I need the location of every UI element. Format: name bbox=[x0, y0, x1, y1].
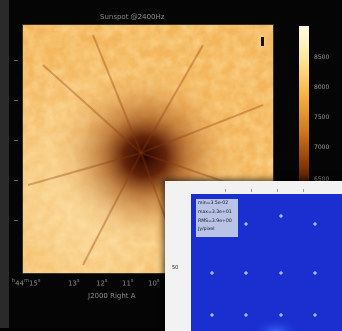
plot-title: Sunspot @2400Hz bbox=[100, 13, 165, 21]
stat-rms: RMS=3.9e+00 bbox=[198, 218, 232, 224]
stat-min: min=3.5e-02 bbox=[198, 201, 229, 206]
grid-markers bbox=[210, 214, 317, 317]
ra-tick-label: 12s bbox=[96, 278, 108, 288]
inset-y-tick-label: 50 bbox=[172, 265, 179, 271]
stat-max: max=3.3e+01 bbox=[198, 209, 232, 215]
colorbar-tick: 7000 bbox=[314, 144, 330, 151]
ra-tick-label: 10s bbox=[148, 278, 160, 288]
colorbar-tick: 8000 bbox=[314, 84, 330, 91]
inset-top-ticks bbox=[225, 189, 305, 192]
colorbar-tick: 6500 bbox=[314, 176, 330, 183]
window-edge bbox=[0, 0, 9, 328]
colorbar bbox=[299, 26, 309, 194]
y-tick-mark bbox=[14, 100, 18, 101]
ra-tick-label: 11s bbox=[122, 278, 134, 288]
colorbar-tick: 7500 bbox=[314, 114, 330, 121]
x-axis-title: J2000 Right A bbox=[88, 292, 136, 300]
statistics-box: min=3.5e-02 max=3.3e+01 RMS=3.9e+00 Jy/p… bbox=[196, 199, 238, 237]
y-tick-mark bbox=[14, 180, 18, 181]
ra-tick-label: h44m15s bbox=[12, 278, 41, 288]
y-tick-mark bbox=[14, 140, 18, 141]
y-tick-mark bbox=[14, 220, 18, 221]
ra-tick-label: 13s bbox=[68, 278, 80, 288]
stat-unit: Jy/pixel bbox=[198, 227, 215, 233]
colorbar-tick: 8500 bbox=[314, 54, 330, 61]
inset-plot-window[interactable]: 50 bbox=[165, 181, 342, 331]
y-tick-mark bbox=[14, 60, 18, 61]
